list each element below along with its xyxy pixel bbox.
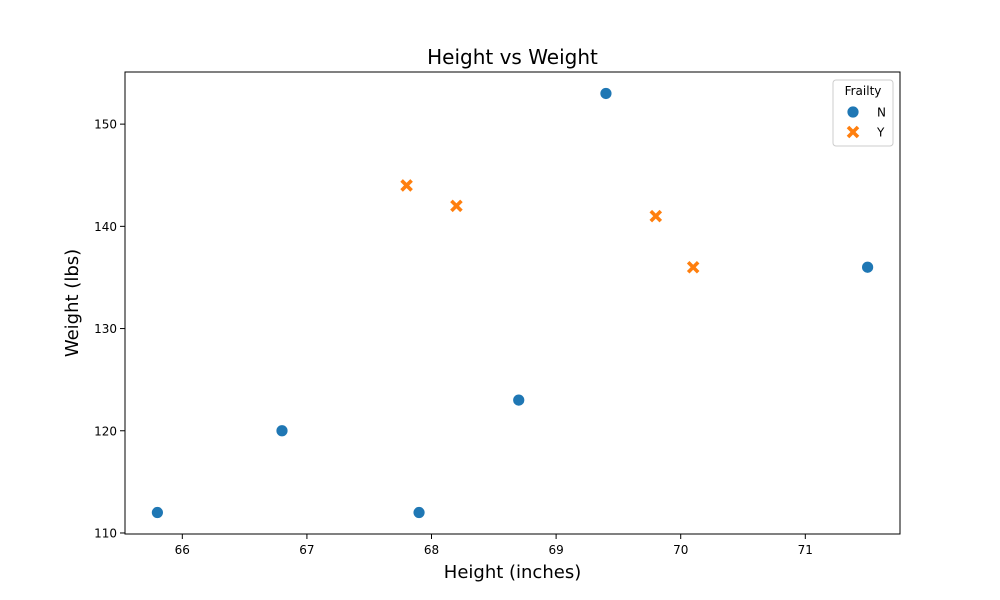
y-tick-label: 130: [94, 322, 117, 336]
chart-title: Height vs Weight: [427, 45, 598, 69]
x-tick-label: 68: [424, 543, 439, 557]
x-tick-label: 66: [175, 543, 190, 557]
y-tick-label: 120: [94, 424, 117, 438]
y-tick-label: 110: [94, 526, 117, 540]
data-point-n: [512, 393, 526, 407]
x-axis-label: Height (inches): [444, 562, 581, 583]
x-tick-label: 67: [299, 543, 314, 557]
data-point-y: [400, 179, 413, 192]
legend-marker-n: [846, 105, 860, 119]
legend: Frailty NY: [832, 79, 894, 147]
data-point-y: [450, 199, 463, 213]
y-tick-label: 150: [94, 118, 117, 132]
axes-frame: [124, 71, 901, 535]
data-point-y: [649, 209, 663, 223]
data-point-n: [861, 260, 875, 274]
data-point-y: [686, 260, 700, 274]
legend-title: Frailty: [845, 84, 882, 98]
x-tick-label: 70: [673, 543, 688, 557]
x-tick-label: 71: [798, 543, 813, 557]
legend-label-y: Y: [876, 126, 885, 140]
data-point-n: [412, 506, 426, 519]
x-tick-label: 69: [548, 543, 563, 557]
legend-marker-y: [846, 125, 860, 139]
data-point-n: [150, 506, 164, 519]
y-tick-label: 140: [94, 220, 117, 234]
plot-area: 66 67 68 69 70 71 110 120 130 140 150: [94, 71, 901, 557]
legend-label-n: N: [877, 106, 886, 120]
data-point-n: [275, 424, 289, 438]
y-axis-label: Weight (lbs): [62, 249, 83, 357]
data-point-n: [599, 87, 613, 100]
